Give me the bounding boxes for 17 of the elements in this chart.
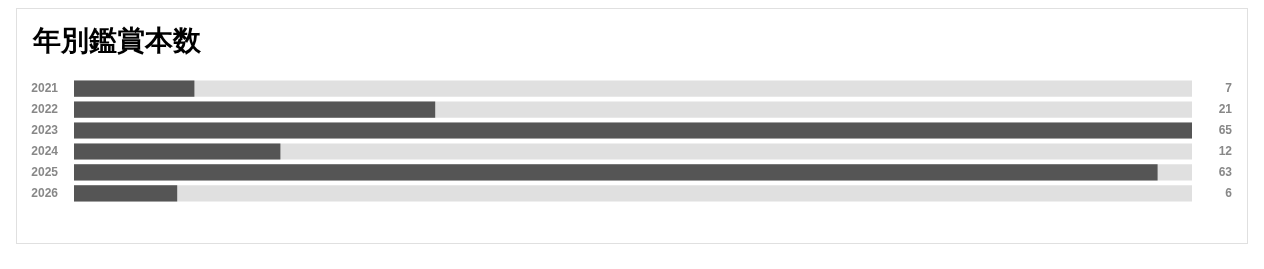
y-tick-label: 2024: [31, 143, 59, 158]
bar: [74, 80, 195, 97]
bar: [74, 101, 436, 118]
data-label: 6: [1225, 185, 1233, 200]
y-tick-label: 2023: [31, 122, 59, 137]
chart-title: 年別鑑賞本数: [33, 24, 201, 58]
data-label: 63: [1218, 164, 1233, 179]
data-label: 7: [1225, 80, 1233, 95]
y-tick-label: 2026: [31, 185, 59, 200]
data-label: 65: [1218, 122, 1233, 137]
y-tick-label: 2022: [31, 101, 59, 116]
data-label: 21: [1218, 101, 1233, 116]
y-tick-label: 2021: [31, 80, 59, 95]
y-tick-label: 2025: [31, 164, 59, 179]
data-label: 12: [1218, 143, 1233, 158]
bar: [74, 143, 281, 160]
bar: [74, 185, 178, 202]
